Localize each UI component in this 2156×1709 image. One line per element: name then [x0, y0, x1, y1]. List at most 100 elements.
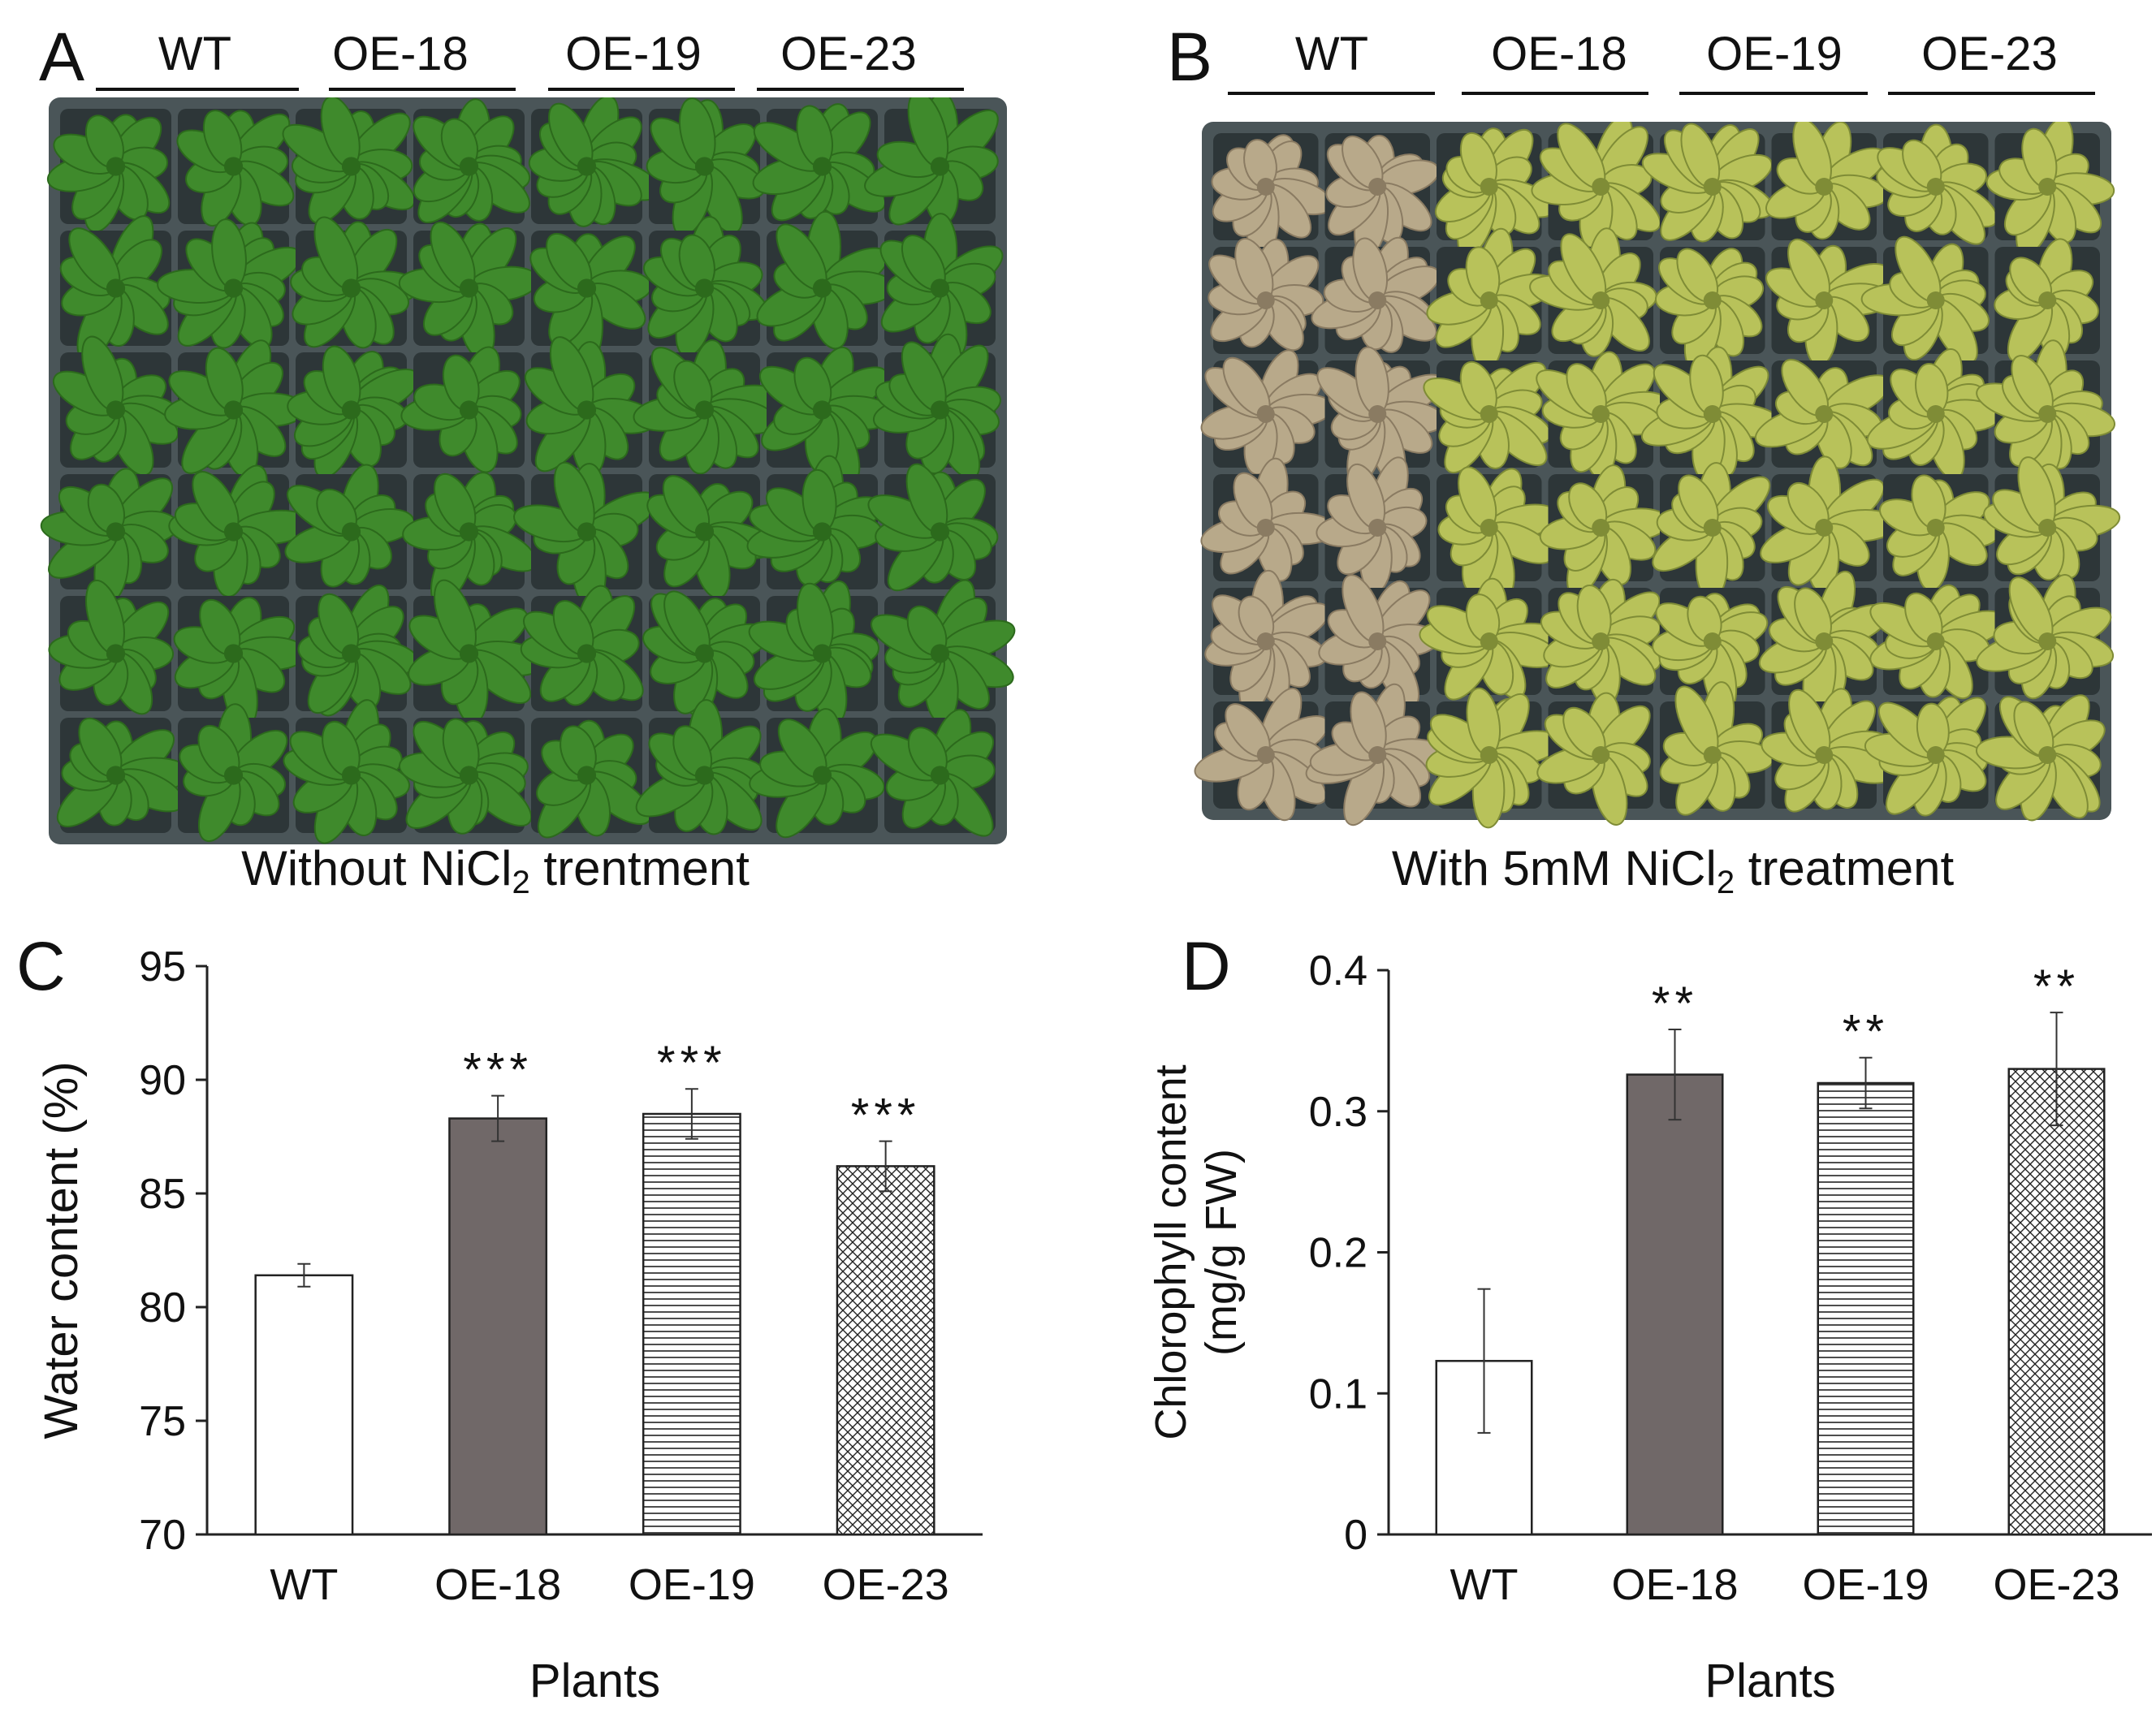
bar-oe-19 [642, 1112, 741, 1536]
y-tick-label: 0 [1344, 1512, 1367, 1559]
genotype-label-oe23-a: OE-23 [780, 28, 917, 80]
plant-center [1592, 178, 1610, 196]
plant-center [1926, 632, 1945, 650]
genotype-label-oe19-a: OE-19 [565, 28, 702, 80]
plant-center [1926, 405, 1945, 423]
panel-letter-d: D [1182, 928, 1231, 1004]
plant-center [1926, 519, 1945, 537]
x-tick-label: WT [270, 1560, 338, 1609]
plant-rosette [1208, 237, 1324, 352]
plant-rosette [1975, 694, 2106, 822]
plant-center [223, 766, 244, 785]
plant-center [106, 278, 126, 298]
plant-center [1256, 291, 1275, 309]
plant-rosette [402, 472, 538, 606]
plant-rosette [1426, 227, 1556, 371]
plant-center [1480, 291, 1498, 309]
plant-center [106, 766, 126, 785]
plant-rosette [1318, 574, 1440, 708]
significance-marker: *** [851, 1090, 921, 1142]
plant-rosette [40, 468, 179, 605]
plant-center [1256, 632, 1275, 650]
y-tick-label: 0.4 [1309, 947, 1367, 995]
genotype-underline-oe19-a [548, 88, 735, 91]
plant-center [694, 278, 715, 298]
panel-letter-a: A [39, 19, 85, 95]
genotype-underline-oe18-b [1462, 92, 1648, 95]
caption-untreated: Without NiCl2 trentment [122, 841, 869, 900]
plant-rosette [1425, 687, 1562, 829]
caption-nickel-treated-subscript: 2 [1716, 865, 1735, 900]
plant-center [577, 766, 597, 785]
plant-rosette [1976, 574, 2115, 700]
plant-center [106, 644, 126, 663]
plant-center [1368, 405, 1387, 423]
y-tick-label: 85 [139, 1171, 186, 1218]
plant-center [1368, 632, 1387, 650]
plant-rosette [287, 345, 420, 479]
plant-rosette [635, 699, 766, 835]
plant-center [459, 278, 479, 298]
genotype-label-wt-a: WT [158, 28, 232, 80]
plant-rosette [52, 335, 180, 477]
plant-rosette [1652, 462, 1771, 602]
chlorophyll-content-chart: 0.4 0.3 0.2 0.1 0 WT ** OE-18 ** OE-19 ** OE-23 Plan… [1147, 947, 2152, 1705]
plant-center [223, 278, 244, 298]
plant-center [1592, 405, 1610, 423]
tray-untreated [40, 97, 1016, 844]
plant-center [812, 522, 832, 542]
plant-rosette [168, 464, 313, 598]
caption-nickel-treated-text: With 5mM NiCl [1391, 841, 1717, 895]
plant-center [1926, 746, 1945, 764]
plant-center [341, 522, 361, 542]
plant-rosette [1316, 456, 1428, 593]
plant-rosette [398, 221, 540, 361]
plant-center [812, 644, 832, 663]
plant-center [1815, 178, 1834, 196]
plant-center [223, 157, 244, 176]
plant-rosette [1434, 127, 1558, 257]
plant-rosette [1983, 456, 2121, 581]
plant-rosette [1761, 688, 1896, 813]
plant-center [459, 644, 479, 663]
plant-rosette [528, 97, 663, 227]
plant-rosette [867, 463, 999, 592]
plant-center [930, 522, 950, 542]
plant-rosette [1194, 687, 1329, 822]
plant-rosette [524, 336, 658, 477]
bar-oe-18 [1626, 1073, 1724, 1536]
plant-center [1592, 746, 1610, 764]
genotype-label-wt-b: WT [1294, 28, 1369, 80]
plant-rosette [400, 346, 522, 473]
y-tick-label: 0.3 [1309, 1089, 1367, 1136]
bar-wt [254, 1274, 354, 1536]
plant-rosette [1204, 569, 1330, 714]
y-tick-label: 0.2 [1309, 1230, 1367, 1277]
plant-center [223, 400, 244, 420]
plant-tray-photo-nickel-treated [1194, 122, 2121, 829]
plant-center [2038, 632, 2057, 650]
plant-center [577, 400, 597, 420]
plant-center [1815, 632, 1834, 650]
x-tick-label: OE-18 [434, 1560, 561, 1609]
plant-rosette [643, 216, 768, 357]
plant-rosette [290, 216, 420, 349]
plant-center [341, 766, 361, 785]
plant-rosette [752, 103, 886, 222]
genotype-underline-wt-a [96, 88, 299, 91]
plant-center [577, 278, 597, 298]
plant-center [1815, 405, 1834, 423]
plant-center [812, 400, 832, 420]
plant-rosette [1765, 122, 1889, 240]
panel-letter-b: B [1167, 19, 1213, 95]
plant-center [1480, 746, 1498, 764]
x-tick-label: OE-19 [629, 1560, 755, 1609]
x-axis-title: Plants [529, 1655, 660, 1705]
plant-rosette [1325, 135, 1440, 259]
plant-center [223, 644, 244, 663]
plant-center [1368, 178, 1387, 196]
bar-oe-18 [448, 1117, 548, 1536]
caption-untreated-text: Without NiCl [241, 841, 512, 895]
plant-center [2038, 746, 2057, 764]
significance-marker: ** [1652, 977, 1698, 1030]
